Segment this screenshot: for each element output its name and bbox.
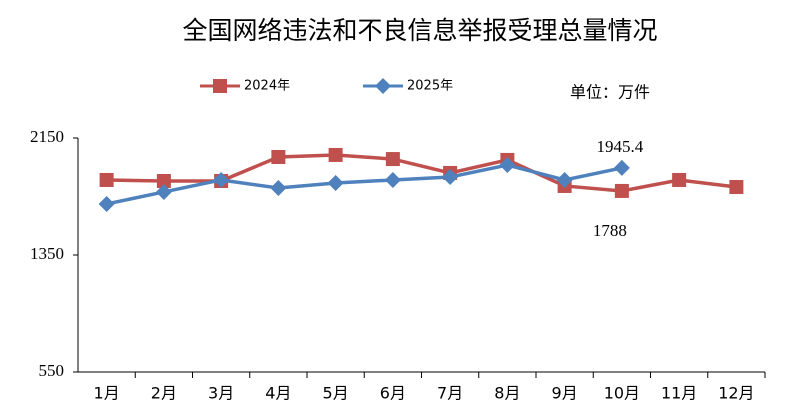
y-tick-label: 550	[39, 361, 65, 380]
data-point	[327, 175, 344, 192]
x-tick-label: 6月	[380, 384, 406, 403]
legend-marker	[375, 78, 391, 94]
x-tick-label: 10月	[604, 384, 640, 403]
data-point	[213, 171, 230, 188]
x-tick-label: 1月	[94, 384, 120, 403]
data-point	[384, 171, 401, 188]
x-tick-label: 11月	[661, 384, 697, 403]
data-point	[614, 183, 629, 198]
data-point	[385, 152, 400, 167]
data-point	[729, 179, 744, 194]
data-point	[271, 150, 286, 165]
data-point	[328, 147, 343, 162]
x-tick-label: 8月	[494, 384, 520, 403]
legend-label: 2025年	[407, 79, 453, 94]
data-point	[672, 172, 687, 187]
x-tick-label: 2月	[151, 384, 177, 403]
data-point	[155, 183, 172, 200]
unit-label: 单位：万件	[570, 83, 650, 102]
x-tick-label: 4月	[265, 384, 291, 403]
data-point	[98, 195, 115, 212]
legend-marker	[213, 79, 227, 93]
x-tick-label: 9月	[552, 384, 578, 403]
data-point	[99, 172, 114, 187]
legend-label: 2024年	[244, 79, 290, 94]
x-tick-label: 7月	[437, 384, 463, 403]
data-point	[270, 180, 287, 197]
y-tick-label: 1350	[30, 244, 64, 263]
chart-title: 全国网络违法和不良信息举报受理总量情况	[182, 16, 657, 45]
y-tick-label: 2150	[30, 127, 64, 146]
x-tick-label: 5月	[323, 384, 349, 403]
data-label: 1945.4	[597, 137, 644, 156]
x-tick-label: 12月	[718, 384, 754, 403]
data-point	[556, 171, 573, 188]
x-tick-label: 3月	[208, 384, 234, 403]
series-line	[106, 163, 623, 206]
data-label: 1788	[593, 221, 627, 240]
data-point	[442, 169, 459, 186]
data-point	[156, 173, 171, 188]
data-point	[613, 159, 630, 176]
data-point	[499, 157, 516, 174]
